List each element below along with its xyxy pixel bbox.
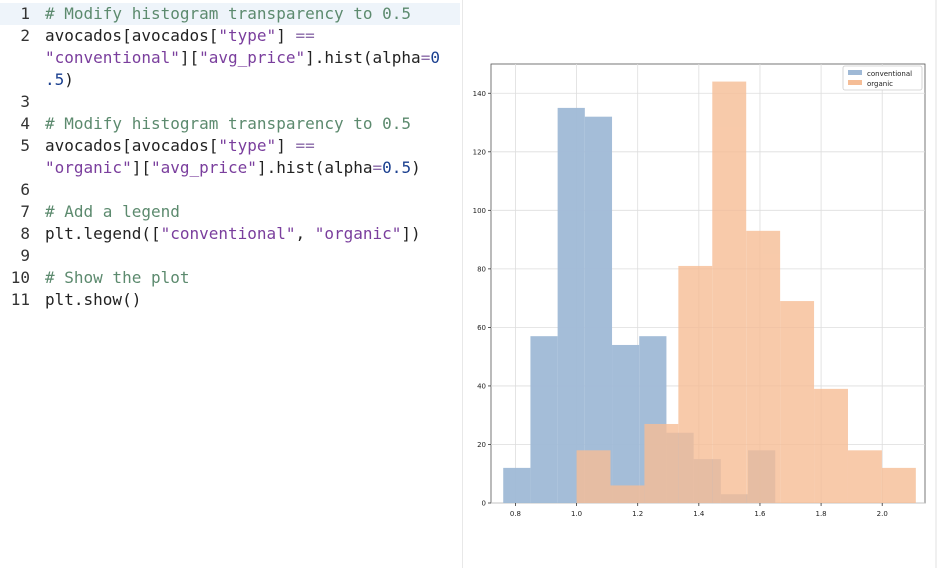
histogram-bar-organic [712,81,747,503]
histogram-bar-organic [678,265,713,503]
code-line: # Show the plot [45,268,190,287]
code-token: = [372,158,383,177]
code-line: "conventional"]["avg_price"].hist(alpha=… [45,48,440,67]
series-organic [576,81,916,503]
histogram-bar-organic [881,467,916,503]
x-tick-label: 0.8 [510,510,521,518]
x-tick-label: 1.6 [754,510,766,518]
histogram-bar-conventional [584,116,613,504]
y-tick-label: 20 [477,441,486,449]
code-token: # Add a legend [45,202,180,221]
plot-output-pane: 0.8 1.0 1.2 1.4 1.6 1.8 2.0 0 20 40 60 80 100 120 140… [462,0,937,568]
line-number: 7 [20,202,30,221]
code-token: # Modify histogram transparency to 0.5 [45,114,412,133]
y-tick-label: 120 [473,148,486,156]
code-token: "organic" [314,224,402,243]
histogram-bar-conventional [557,107,585,504]
line-number: 8 [20,224,30,243]
code-token: # Show the plot [45,268,190,287]
code-token: == [295,26,315,45]
code-token: "type" [218,136,277,155]
histogram-bar-organic [814,388,848,503]
code-token: ][ [179,48,200,67]
code-token: "type" [218,26,277,45]
code-line: plt.legend(["conventional", "organic"]) [45,224,421,243]
x-tick-label: 1.0 [571,510,582,518]
histogram-bar-organic [780,301,815,503]
code-token: "avg_price" [150,158,257,177]
code-token: avocados[avocados[ [45,136,219,155]
code-token: avocados[avocados[ [45,26,219,45]
y-tick-label: 60 [477,324,486,332]
code-token: "conventional" [160,224,296,243]
y-tick-label: 0 [482,500,486,508]
code-token: 0 [430,48,440,67]
y-axis-ticks: 0 20 40 60 80 100 120 140 [473,90,491,508]
code-token: , [295,224,315,243]
y-tick-label: 40 [477,382,486,390]
y-tick-label: 100 [473,207,486,215]
x-tick-label: 1.2 [632,510,643,518]
code-line: # Modify histogram transparency to 0.5 [45,4,411,23]
line-number: 6 [20,180,30,199]
code-token: 0.5 [382,158,412,177]
code-line: .5) [45,70,74,89]
histogram-bar-conventional [530,336,558,503]
y-tick-label: 140 [473,90,486,98]
code-token: .5 [45,70,65,89]
y-tick-label: 80 [477,265,486,273]
code-token: ] [276,136,296,155]
legend-box [842,65,923,91]
x-tick-label: 1.4 [693,510,705,518]
histogram-bar-organic [847,450,882,503]
code-token: ].hist(alpha [256,158,373,177]
code-token: "avg_price" [199,48,306,67]
legend-label-organic: organic [867,80,893,88]
code-line: plt.show() [45,290,141,309]
line-number: 3 [20,92,30,111]
x-axis-ticks: 0.8 1.0 1.2 1.4 1.6 1.8 2.0 [510,503,888,518]
line-number: 1 [20,4,30,23]
line-number: 9 [20,246,30,265]
code-token: plt.legend([ [45,224,161,243]
code-line: "organic"]["avg_price"].hist(alpha=0.5) [45,158,421,177]
code-token: ].hist(alpha [305,48,421,67]
code-line: # Add a legend [45,202,180,221]
code-token: "organic" [45,158,132,177]
line-number: 10 [10,268,30,287]
line-number: 4 [20,114,30,133]
code-token: plt.show() [45,290,142,309]
histogram-bar-organic [644,423,679,503]
code-token: == [295,136,315,155]
histogram-bar-organic [610,485,645,503]
current-line-highlight [0,3,460,25]
code-token: ) [64,70,74,89]
line-number: 2 [20,26,30,45]
code-token: ][ [131,158,151,177]
code-line: # Modify histogram transparency to 0.5 [45,114,411,133]
legend-swatch-organic [848,80,862,85]
histogram-bar-organic [576,450,611,503]
code-token: = [420,48,431,67]
x-tick-label: 2.0 [877,510,888,518]
x-tick-label: 1.8 [816,510,827,518]
histogram-chart: 0.8 1.0 1.2 1.4 1.6 1.8 2.0 0 20 40 60 80 100 120 140… [473,63,926,518]
code-line: avocados[avocados["type"] == [45,136,315,155]
code-line: avocados[avocados["type"] == [45,26,315,45]
line-number: 11 [10,290,30,309]
histogram-bar-conventional [503,467,531,503]
legend-label-conventional: conventional [867,70,912,78]
code-token: "conventional" [45,48,180,67]
code-token: ]) [401,224,421,243]
code-editor[interactable]: 1 # Modify histogram transparency to 0.5 2… [0,0,460,568]
legend: conventional organic [842,65,923,91]
histogram-bar-conventional [612,344,640,503]
code-token: # Modify histogram transparency to 0.5 [45,4,412,23]
line-number: 5 [20,136,30,155]
histogram-bar-organic [746,230,781,503]
code-token: ] [276,26,296,45]
legend-swatch-conventional [848,70,862,75]
code-token: ) [411,158,421,177]
